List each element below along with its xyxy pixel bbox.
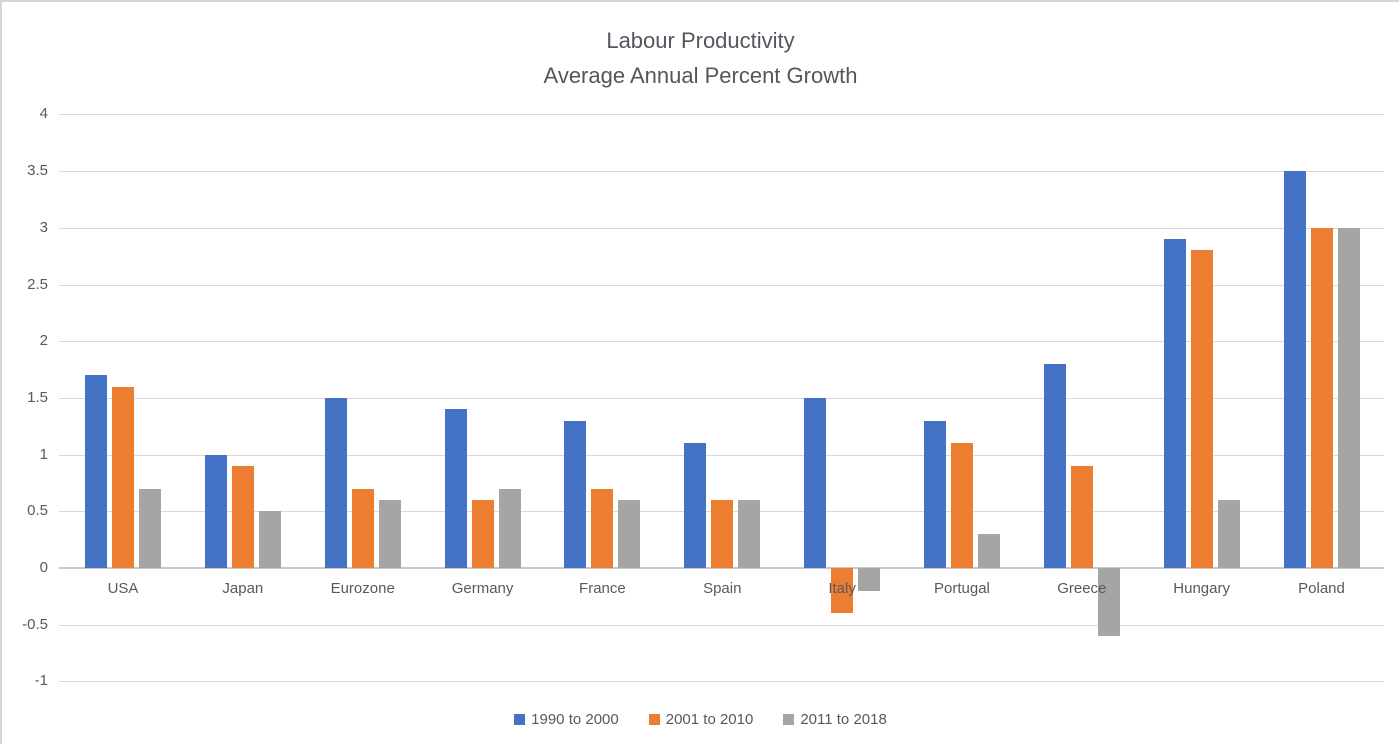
- bar: [1070, 465, 1093, 568]
- bar: [977, 533, 1000, 568]
- bar: [351, 488, 374, 568]
- x-axis-zero-line: [59, 567, 1384, 569]
- legend-swatch-icon: [648, 714, 660, 725]
- y-axis-tick-label: -0.5: [22, 615, 48, 633]
- bar: [204, 454, 227, 568]
- bar: [1043, 363, 1066, 568]
- y-axis-tick-label: 0: [39, 559, 48, 576]
- chart-title-line1: Labour Productivity: [606, 28, 795, 53]
- gridline: [59, 227, 1384, 229]
- y-axis-tick-label: 4: [39, 105, 48, 123]
- x-axis-category-label: Hungary: [1173, 580, 1230, 597]
- y-axis-tick-label: 3.5: [27, 162, 48, 180]
- bar: [591, 488, 614, 568]
- y-axis-tick-label: 0.5: [27, 502, 48, 520]
- legend-swatch-icon: [783, 714, 795, 725]
- bar: [498, 488, 521, 568]
- bar: [258, 511, 281, 568]
- bar: [711, 499, 734, 568]
- bar: [1163, 239, 1186, 568]
- y-axis-tick-label: 1.5: [27, 388, 48, 406]
- legend-item: 2011 to 2018: [783, 711, 887, 728]
- bar: [1190, 250, 1213, 568]
- bar: [1217, 499, 1240, 568]
- bar: [1097, 568, 1120, 637]
- y-axis-tick-label: 2.5: [27, 275, 48, 293]
- x-axis-category-label: Portugal: [934, 580, 990, 597]
- legend-label: 2011 to 2018: [800, 711, 887, 728]
- bar: [684, 443, 707, 568]
- legend-label: 1990 to 2000: [531, 711, 619, 728]
- gridline: [59, 114, 1384, 116]
- legend-swatch-icon: [514, 714, 526, 725]
- bar: [858, 568, 881, 591]
- bar: [950, 443, 973, 568]
- x-axis-category-label: USA: [107, 580, 139, 597]
- bar: [1310, 227, 1333, 568]
- legend-item: 1990 to 2000: [514, 711, 619, 728]
- x-axis-category-label: Italy: [828, 580, 856, 597]
- legend: 1990 to 2000 2001 to 2010 2011 to 2018: [2, 711, 1399, 728]
- bar: [139, 488, 161, 568]
- x-axis-category-label: Eurozone: [330, 580, 395, 597]
- bar: [831, 568, 854, 614]
- y-axis-tick-label: 2: [39, 332, 48, 350]
- bar: [231, 465, 254, 568]
- bar: [471, 499, 494, 568]
- x-axis-category-label: France: [579, 580, 626, 597]
- x-axis-category-label: Poland: [1298, 580, 1345, 597]
- legend-label: 2001 to 2010: [665, 711, 754, 728]
- gridline: [59, 397, 1384, 399]
- bar: [804, 397, 827, 568]
- chart-title-line2: Average Annual Percent Growth: [543, 63, 858, 88]
- x-axis-category-label: Japan: [222, 580, 264, 597]
- bar: [564, 420, 587, 568]
- bar: [923, 420, 946, 568]
- x-axis-category-label: Spain: [703, 580, 742, 597]
- chart-title: Labour Productivity Average Annual Perce…: [2, 23, 1399, 93]
- gridline: [59, 171, 1384, 173]
- legend-item: 2001 to 2010: [648, 711, 754, 728]
- x-axis-category-label: Greece: [1057, 580, 1107, 597]
- y-axis-tick-label: -1: [34, 672, 48, 690]
- gridline: [59, 454, 1384, 456]
- bar: [1283, 171, 1306, 568]
- gridline: [59, 341, 1384, 343]
- bar: [1337, 227, 1360, 568]
- x-axis-category-label: Germany: [451, 580, 514, 597]
- gridline: [59, 284, 1384, 286]
- bar: [85, 375, 107, 568]
- bar: [324, 397, 347, 568]
- gridline: [59, 681, 1384, 683]
- y-axis-tick-label: 3: [39, 218, 48, 236]
- bar: [618, 499, 641, 568]
- bar: [444, 409, 467, 568]
- bar: [112, 386, 134, 568]
- bar: [378, 499, 401, 568]
- y-axis-tick-label: 1: [39, 445, 48, 463]
- gridline: [59, 624, 1384, 626]
- bar: [738, 499, 761, 568]
